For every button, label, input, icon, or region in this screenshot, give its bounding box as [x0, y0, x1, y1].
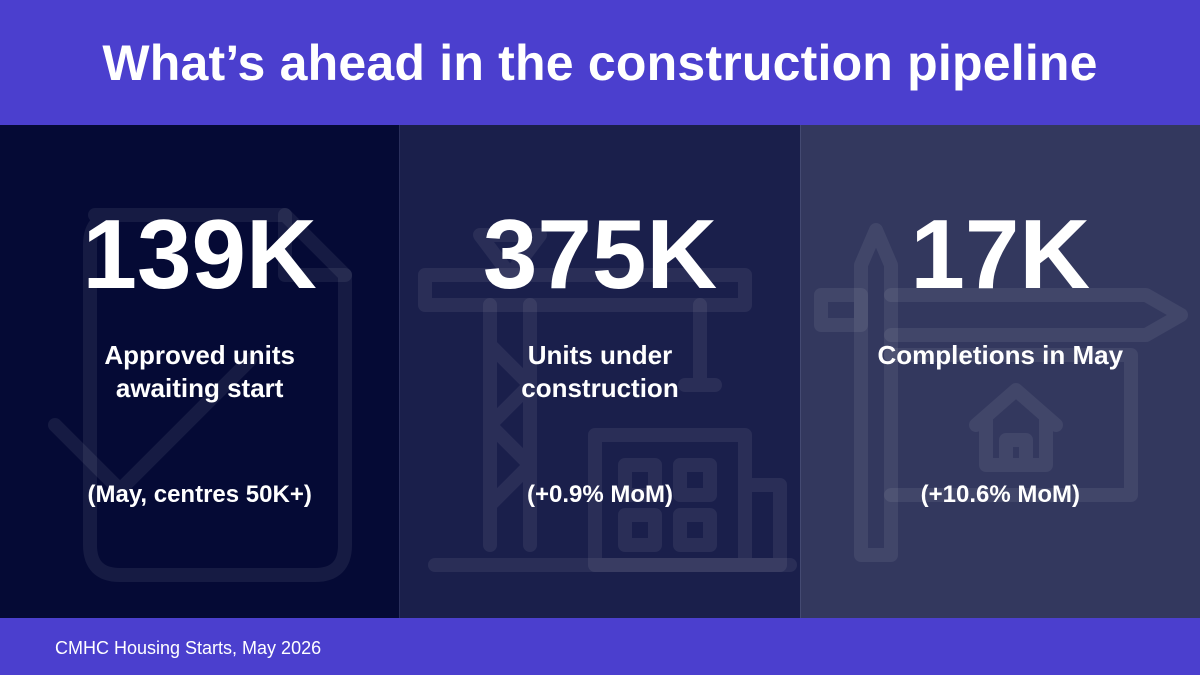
title: What’s ahead in the construction pipelin… [102, 34, 1098, 91]
stat-value: 139K [82, 199, 317, 309]
stat-value: 17K [910, 199, 1091, 309]
source: CMHC Housing Starts, May 2026 [55, 638, 322, 658]
stat-note: (+0.9% MoM) [526, 481, 673, 508]
stat-note: (+10.6% MoM) [920, 481, 1080, 508]
crane-icon [418, 228, 798, 572]
signpost-icon [813, 223, 1188, 562]
panel: 17K Completions in May (+10.6% MoM) [799, 125, 1200, 618]
stat-label: Units under construction [521, 340, 679, 403]
stat-label: Approved units awaiting start [104, 340, 295, 403]
stat-note: (May, centres 50K+) [87, 481, 312, 508]
panel: 139K Approved units awaiting start (May,… [0, 125, 400, 618]
footer: CMHC Housing Starts, May 2026 [0, 618, 1200, 675]
panels: 139K Approved units awaiting start (May,… [0, 125, 1200, 618]
stat-value: 375K [482, 199, 718, 309]
document-check-icon [48, 208, 352, 582]
stat-label: Completions in May [877, 340, 1124, 370]
panel: 375K Units under construction (+0.9% MoM… [399, 125, 800, 618]
header: What’s ahead in the construction pipelin… [0, 0, 1200, 125]
